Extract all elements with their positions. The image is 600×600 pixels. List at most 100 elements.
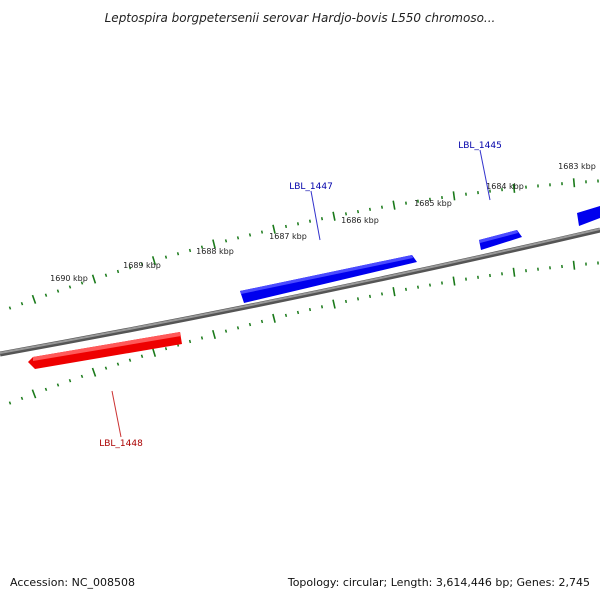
outer-tick-minor [80, 281, 84, 285]
tick-label: 1687 kbp [269, 232, 307, 241]
inner-tick-minor [116, 362, 120, 366]
outer-tick-major [572, 178, 576, 188]
tick-label: 1690 kbp [50, 274, 88, 283]
outer-tick-minor [356, 209, 360, 214]
outer-tick-major [512, 183, 516, 193]
inner-tick-major [151, 347, 157, 357]
outer-tick-major [212, 239, 216, 249]
inner-tick-minor [188, 339, 192, 344]
inner-tick-major [91, 367, 97, 377]
gene-LBL_1448[interactable] [28, 332, 182, 369]
tick-labels: 1690 kbp 1689 kbp 1688 kbp 1687 kbp 1686 kbp… [50, 162, 596, 283]
gene-label-LBL_1447: LBL_1447 [289, 182, 333, 192]
inner-tick-minor [308, 307, 312, 312]
inner-tick-minor [140, 354, 144, 358]
outer-tick-major [452, 191, 456, 201]
inner-tick-minor [248, 322, 252, 327]
outer-tick-minor [260, 230, 264, 234]
inner-tick-major [572, 260, 576, 270]
gene-arrow-forward[interactable] [577, 206, 600, 226]
outer-tick-minor [296, 222, 300, 226]
inner-tick-minor [320, 305, 324, 309]
outer-tick-minor [320, 217, 324, 221]
inner-tick-minor [20, 396, 24, 401]
inner-tick-major [512, 267, 516, 277]
outer-tick-major [332, 211, 336, 221]
outer-tick-minor [344, 212, 348, 216]
tick-label: 1683 kbp [558, 162, 596, 171]
outer-tick-major [272, 224, 276, 234]
inner-tick-major [31, 389, 37, 399]
outer-tick-major [91, 274, 97, 284]
inner-tick-major [332, 299, 336, 309]
tick-label: 1684 kbp [486, 182, 524, 191]
inner-tick-minor [68, 378, 72, 383]
outer-tick-minor [164, 255, 168, 259]
inner-tick-minor [284, 313, 288, 317]
gene-LBL_1447[interactable] [240, 255, 417, 303]
outer-tick-minor [308, 219, 312, 223]
tick-label: 1685 kbp [414, 199, 452, 208]
accession-text: Accession: NC_008508 [10, 576, 136, 589]
outer-tick-major [392, 200, 396, 210]
gene-label-LBL_1445: LBL_1445 [458, 141, 502, 151]
gene-arrow-forward[interactable] [479, 230, 522, 250]
outer-tick-ring [8, 178, 599, 310]
inner-tick-minor [428, 283, 432, 287]
outer-tick-minor [128, 266, 132, 270]
tick-label: 1689 kbp [123, 261, 161, 270]
gene-label-LBL_1448: LBL_1448 [99, 439, 143, 449]
inner-tick-minor [104, 366, 108, 370]
outer-tick-minor [176, 252, 180, 256]
outer-tick-minor [104, 273, 108, 277]
outer-tick-minor [380, 205, 384, 209]
outer-tick-minor [368, 207, 372, 211]
inner-tick-minor [416, 285, 420, 289]
inner-tick-minor [368, 294, 372, 299]
outer-tick-minor [224, 239, 228, 243]
outer-tick-minor [248, 233, 252, 237]
outer-tick-minor [116, 269, 120, 274]
inner-tick-minor [128, 358, 132, 362]
outer-tick-minor [188, 248, 192, 253]
tick-label: 1686 kbp [341, 216, 379, 225]
inner-tick-minor [80, 374, 84, 379]
tick-label: 1688 kbp [196, 247, 234, 256]
outer-tick-minor [284, 224, 288, 229]
outer-tick-major [151, 256, 157, 266]
outer-tick-minor [8, 306, 12, 310]
outer-tick-major [31, 294, 37, 304]
gene-arrow-forward[interactable] [240, 255, 417, 303]
outer-tick-minor [44, 293, 48, 297]
outer-tick-minor [56, 289, 60, 293]
outer-tick-minor [20, 301, 24, 306]
outer-tick-minor [140, 262, 144, 266]
outer-tick-minor [236, 236, 240, 240]
inner-tick-minor [56, 383, 60, 387]
inner-tick-minor [236, 326, 240, 330]
gene-offscreen-right[interactable] [577, 206, 600, 226]
inner-tick-major [212, 329, 216, 340]
chromosome-backbone [0, 227, 600, 357]
inner-tick-minor [344, 299, 348, 304]
inner-tick-minor [224, 329, 228, 333]
inner-tick-minor [260, 319, 264, 324]
genome-summary-text: Topology: circular; Length: 3,614,446 bp… [287, 576, 590, 589]
gene-LBL_1445[interactable] [479, 230, 522, 250]
inner-tick-minor [8, 401, 12, 405]
inner-tick-minor [200, 336, 204, 340]
inner-tick-minor [356, 297, 360, 301]
inner-tick-minor [404, 287, 408, 291]
inner-tick-minor [296, 310, 300, 315]
inner-tick-major [452, 276, 456, 286]
inner-tick-ring [8, 260, 599, 405]
map-title: Leptospira borgpetersenii serovar Hardjo… [105, 11, 496, 25]
inner-tick-minor [380, 292, 384, 296]
inner-tick-major [272, 313, 276, 323]
outer-tick-minor [200, 245, 204, 249]
outer-tick-minor [68, 285, 72, 289]
inner-tick-minor [164, 347, 168, 351]
inner-tick-major [392, 287, 396, 297]
inner-tick-minor [44, 387, 48, 392]
